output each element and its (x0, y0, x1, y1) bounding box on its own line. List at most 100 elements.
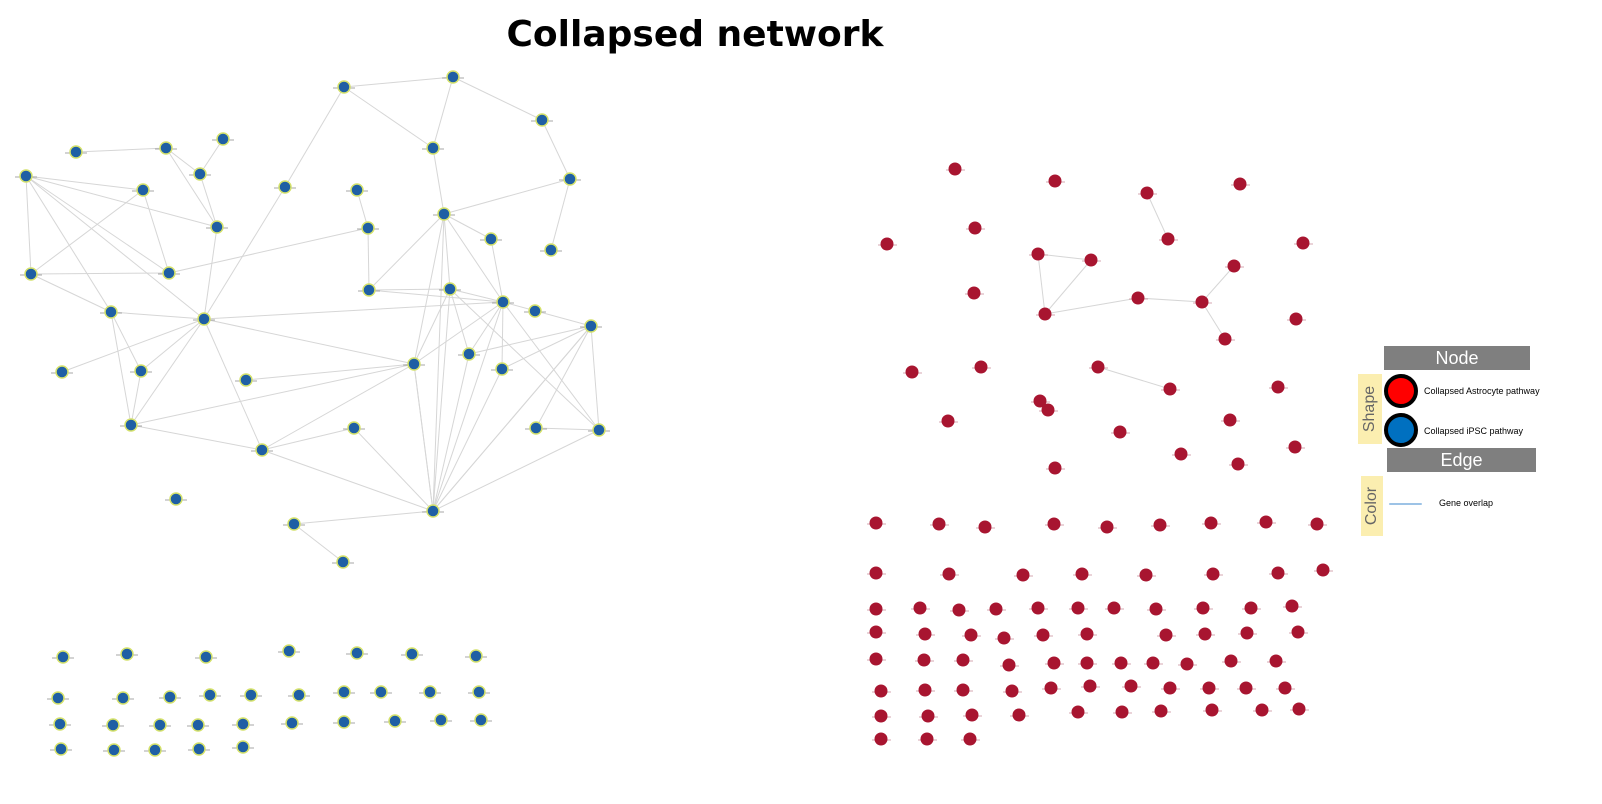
ipsc-edge (203, 186, 286, 320)
astrocyte-node (869, 602, 883, 616)
astrocyte-node (1231, 457, 1245, 471)
astrocyte-node (1002, 658, 1016, 672)
astrocyte-node (918, 683, 932, 697)
ipsc-edge (413, 288, 451, 365)
astrocyte-edge (1201, 265, 1235, 303)
astrocyte-edge (1044, 259, 1092, 315)
astrocyte-node (917, 653, 931, 667)
ipsc-edge (501, 325, 592, 370)
ipsc-node (426, 141, 440, 155)
astrocyte-node (1255, 703, 1269, 717)
astrocyte-node (1154, 704, 1168, 718)
network-nodes (15, 70, 1333, 757)
astrocyte-node (1038, 307, 1052, 321)
astrocyte-node (869, 516, 883, 530)
ipsc-edge (468, 325, 592, 355)
ipsc-edge (30, 189, 144, 275)
astrocyte-edge (1146, 192, 1169, 240)
astrocyte-node (932, 517, 946, 531)
ipsc-node (24, 267, 38, 281)
ipsc-edge (140, 318, 205, 372)
astrocyte-node (1149, 602, 1163, 616)
astrocyte-node (1292, 702, 1306, 716)
ipsc-node (374, 685, 388, 699)
legend-ipsc-swatch (1384, 413, 1418, 447)
ipsc-edge (432, 301, 504, 512)
ipsc-edge (110, 311, 142, 372)
ipsc-edge (443, 213, 451, 290)
ipsc-node (255, 443, 269, 457)
ipsc-edge (367, 227, 370, 291)
astrocyte-node (997, 631, 1011, 645)
ipsc-node (53, 717, 67, 731)
astrocyte-node (921, 709, 935, 723)
ipsc-node (107, 743, 121, 757)
astrocyte-node (880, 237, 894, 251)
astrocyte-node (1113, 425, 1127, 439)
ipsc-node (472, 685, 486, 699)
astrocyte-node (1174, 447, 1188, 461)
legend-ipsc-label: Collapsed iPSC pathway (1424, 426, 1524, 436)
ipsc-edge (449, 288, 470, 355)
ipsc-edge (245, 363, 415, 381)
ipsc-node (434, 713, 448, 727)
astrocyte-node (1218, 332, 1232, 346)
ipsc-node (216, 132, 230, 146)
astrocyte-node (1244, 601, 1258, 615)
astrocyte-node (874, 732, 888, 746)
astrocyte-node (1195, 295, 1209, 309)
astrocyte-node (1202, 681, 1216, 695)
ipsc-node (116, 691, 130, 705)
ipsc-edge (203, 318, 263, 451)
ipsc-edge (199, 173, 218, 228)
ipsc-edge (25, 175, 112, 313)
ipsc-node (120, 647, 134, 661)
ipsc-node (336, 555, 350, 569)
ipsc-node (199, 650, 213, 664)
astrocyte-node (956, 653, 970, 667)
astrocyte-node (1289, 312, 1303, 326)
astrocyte-edge (1044, 297, 1139, 315)
astrocyte-node (1115, 705, 1129, 719)
chart-title: Collapsed network (506, 14, 884, 55)
ipsc-node (197, 312, 211, 326)
ipsc-edge (110, 311, 132, 426)
ipsc-edge (25, 175, 205, 320)
ipsc-edge (413, 301, 504, 365)
ipsc-edge (550, 178, 571, 251)
ipsc-edge (368, 213, 445, 291)
ipsc-node (239, 373, 253, 387)
ipsc-node (287, 517, 301, 531)
astrocyte-node (1153, 518, 1167, 532)
astrocyte-node (1100, 520, 1114, 534)
astrocyte-node (1163, 681, 1177, 695)
ipsc-node (350, 183, 364, 197)
astrocyte-node (1146, 656, 1160, 670)
ipsc-node (292, 688, 306, 702)
ipsc-node (474, 713, 488, 727)
astrocyte-node (1044, 681, 1058, 695)
legend-shape-label: Shape (1358, 374, 1382, 444)
ipsc-node (443, 282, 457, 296)
ipsc-node (405, 647, 419, 661)
ipsc-node (350, 646, 364, 660)
ipsc-edge (432, 213, 445, 512)
astrocyte-node (1240, 626, 1254, 640)
ipsc-node (104, 305, 118, 319)
ipsc-node (153, 718, 167, 732)
ipsc-node (388, 714, 402, 728)
ipsc-node (496, 295, 510, 309)
ipsc-edge (261, 363, 415, 451)
astrocyte-node (1114, 656, 1128, 670)
ipsc-node (54, 742, 68, 756)
ipsc-node (282, 644, 296, 658)
astrocyte-node (1071, 601, 1085, 615)
ipsc-node (236, 717, 250, 731)
ipsc-node (563, 172, 577, 186)
astrocyte-node (1131, 291, 1145, 305)
astrocyte-node (989, 602, 1003, 616)
astrocyte-node (1239, 681, 1253, 695)
ipsc-edge (501, 301, 504, 370)
astrocyte-node (1071, 705, 1085, 719)
ipsc-edge (368, 289, 504, 303)
